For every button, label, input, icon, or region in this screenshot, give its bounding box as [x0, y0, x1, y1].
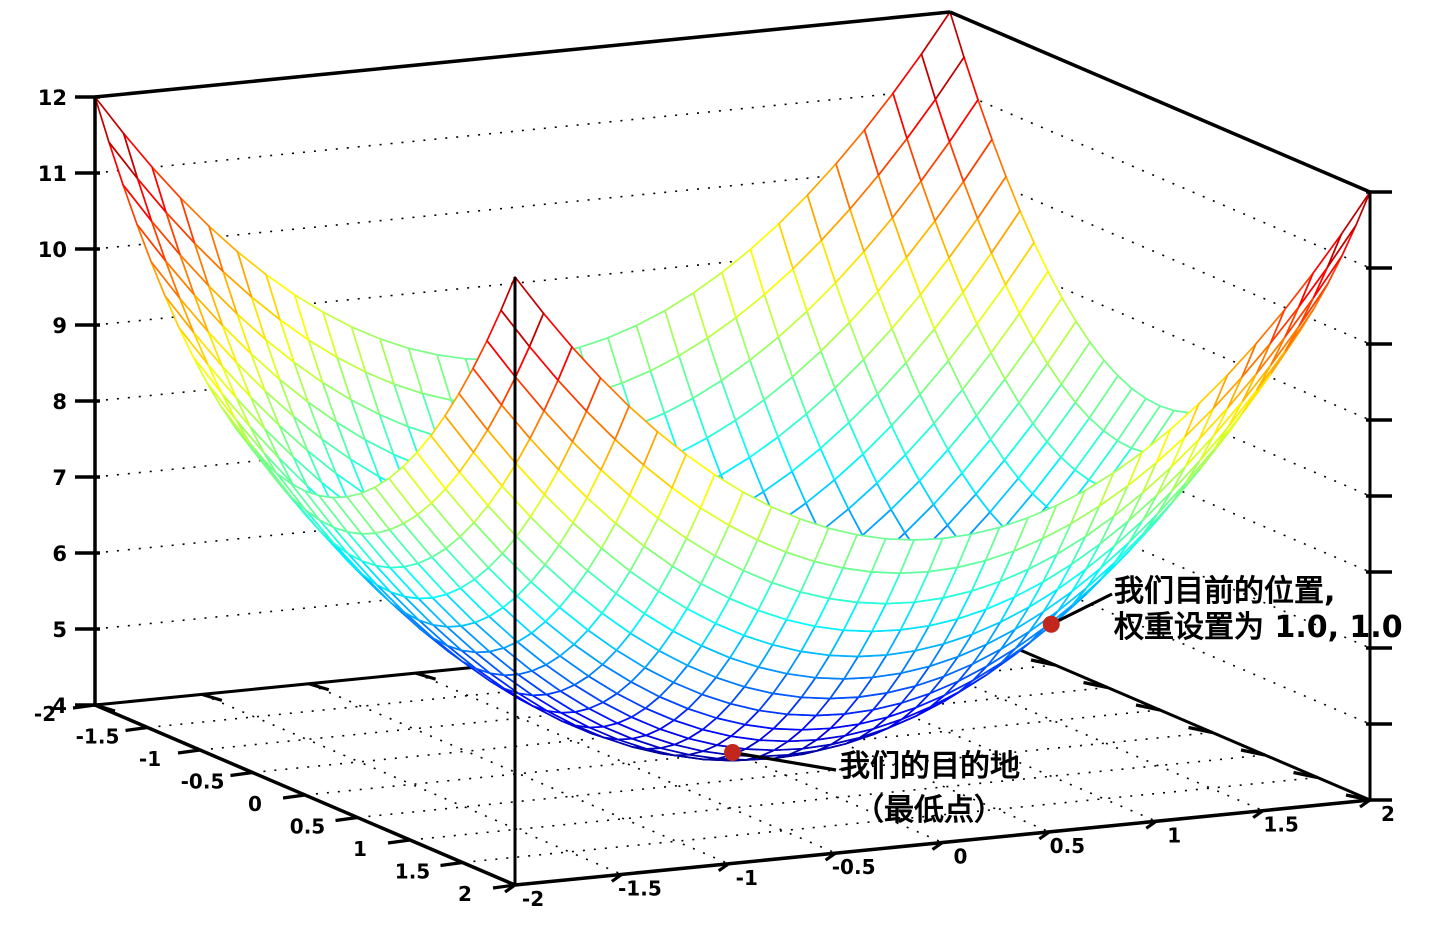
z-tick-label: 9	[52, 314, 67, 338]
annotation-current-position: 我们目前的位置, 权重设置为 1.0, 1.0	[1114, 574, 1403, 646]
z-tick-label: 6	[52, 542, 67, 566]
annotation-current-line-1: 我们目前的位置,	[1114, 574, 1336, 609]
z-tick-label: 10	[38, 238, 67, 262]
destination-dot	[724, 744, 741, 761]
x-tick-label: -1	[139, 747, 161, 771]
annotation-markers	[724, 592, 1113, 772]
x-tick-label: 0.5	[290, 815, 325, 839]
annotation-destination: 我们的目的地 （最低点）	[840, 745, 1020, 833]
current-position-dot	[1042, 615, 1060, 633]
y-tick-label: 0.5	[1050, 834, 1085, 858]
leader-line-destination	[732, 750, 837, 772]
surface-mesh	[94, 11, 1371, 762]
x-tick-label: -1.5	[76, 725, 120, 749]
x-tick-label: 0	[248, 792, 262, 816]
x-tick-label: 1	[353, 837, 367, 861]
x-tick-label: -2	[34, 702, 56, 726]
x-tick-label: -0.5	[181, 770, 225, 794]
axis-ticks	[72, 95, 1392, 894]
y-tick-label: 1	[1167, 823, 1181, 847]
z-tick-label: 8	[52, 390, 67, 414]
y-tick-label: -1	[736, 866, 758, 890]
z-tick-label: 5	[52, 618, 67, 642]
y-tick-label: -2	[522, 887, 544, 911]
z-tick-label: 11	[38, 162, 67, 186]
annotation-destination-line-2: （最低点）	[854, 793, 1004, 828]
z-tick-label: 4	[52, 694, 67, 718]
leader-line-current	[1050, 592, 1113, 626]
z-tick-label: 7	[52, 466, 67, 490]
y-tick-label: -1.5	[618, 876, 662, 900]
x-tick-label: 1.5	[395, 860, 430, 884]
y-tick-label: 2	[1381, 802, 1395, 826]
y-tick-label: -0.5	[832, 855, 876, 879]
annotation-current-line-2: 权重设置为 1.0, 1.0	[1114, 610, 1403, 645]
x-tick-label: 2	[458, 882, 472, 906]
annotation-destination-line-1: 我们的目的地	[840, 749, 1020, 784]
y-tick-label: 1.5	[1263, 813, 1298, 837]
z-tick-label: 12	[38, 86, 67, 110]
y-tick-label: 0	[954, 845, 968, 869]
